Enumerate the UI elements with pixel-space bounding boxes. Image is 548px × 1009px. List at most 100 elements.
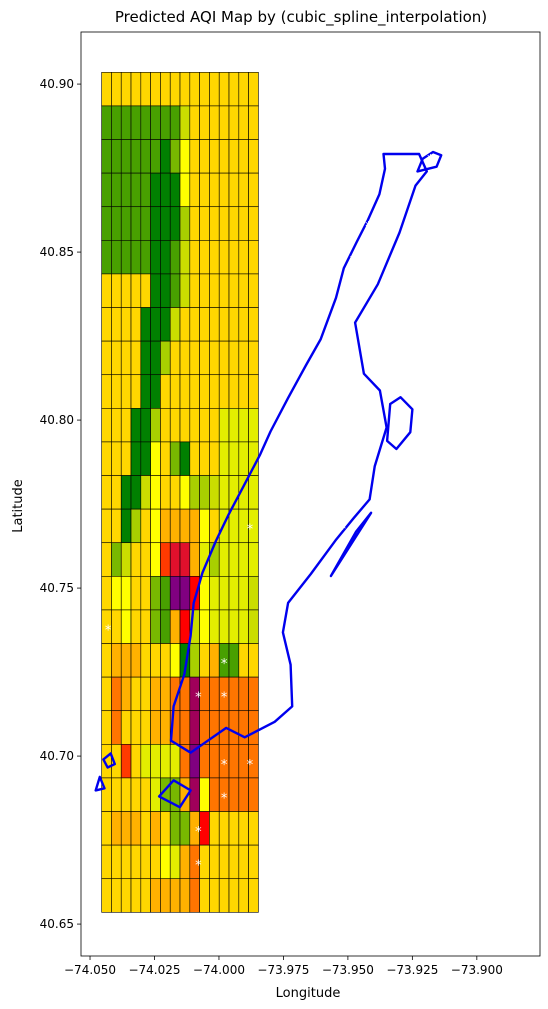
heatmap-cell: [150, 609, 161, 644]
heatmap-cell: [248, 408, 259, 443]
station-marker: *: [247, 523, 254, 538]
heatmap-cell: [130, 643, 142, 678]
heatmap-cell: [248, 374, 259, 409]
heatmap-cell: [199, 72, 210, 107]
station-marker: *: [365, 556, 372, 571]
heatmap-cell: [218, 307, 230, 342]
heatmap-cell: [160, 475, 171, 510]
heatmap-cell: [120, 139, 132, 174]
heatmap-cell: [199, 307, 210, 342]
station-marker: *: [195, 825, 202, 840]
heatmap-cell: [140, 72, 151, 107]
heatmap-cell: [150, 273, 161, 308]
heatmap-cell: [248, 307, 259, 342]
heatmap-cell: [150, 508, 161, 544]
heatmap-cell: [248, 273, 259, 308]
station-marker: *: [105, 623, 112, 638]
heatmap-cell: [101, 542, 112, 577]
heatmap-cell: [169, 139, 181, 174]
heatmap-cell: [209, 139, 220, 174]
station-marker: *: [272, 691, 279, 706]
heatmap-cell: [169, 441, 181, 476]
heatmap-cell: [120, 676, 132, 712]
x-tick-label: −73.925: [386, 963, 438, 977]
x-tick-label: −74.000: [193, 963, 245, 977]
heatmap-cell: [209, 878, 220, 913]
heatmap-cell: [248, 777, 259, 812]
heatmap-cell: [120, 307, 132, 342]
heatmap-cell: [228, 777, 240, 812]
heatmap-cell: [179, 878, 191, 913]
heatmap-cell: [160, 374, 171, 409]
heatmap-cell: [238, 777, 249, 812]
heatmap-cell: [228, 273, 240, 308]
heatmap-cell: [189, 878, 200, 913]
heatmap-cell: [228, 676, 240, 712]
heatmap-cell: [238, 72, 249, 107]
heatmap-cell: [130, 72, 142, 107]
heatmap-cell: [209, 441, 220, 476]
heatmap-cell: [169, 408, 181, 443]
heatmap-cell: [179, 811, 191, 846]
heatmap-cell: [189, 408, 200, 443]
heatmap-cell: [101, 408, 112, 443]
x-tick-label: −74.025: [128, 963, 180, 977]
heatmap-cell: [248, 139, 259, 174]
station-marker: *: [479, 287, 486, 302]
station-marker: *: [350, 691, 357, 706]
heatmap-cell: [111, 72, 122, 107]
heatmap-cell: [169, 508, 181, 544]
heatmap-cell: [130, 475, 142, 510]
y-axis-ticks: 40.65 40.70 40.75 40.80 40.85 40.90: [40, 77, 81, 931]
heatmap-cell: [140, 676, 151, 712]
heatmap-cell: [238, 441, 249, 476]
station-marker: *: [365, 422, 372, 437]
heatmap-cell: [238, 676, 249, 712]
heatmap-cell: [248, 710, 259, 745]
heatmap-cell: [179, 72, 191, 107]
heatmap-cell: [248, 240, 259, 275]
station-marker: *: [365, 321, 372, 336]
heatmap-cell: [111, 273, 122, 308]
heatmap-cell: [189, 710, 200, 745]
heatmap-cell: [209, 240, 220, 275]
heatmap-cell: [238, 643, 249, 678]
heatmap-cell: [111, 240, 122, 275]
heatmap-cell: [160, 172, 171, 208]
station-marker: *: [272, 623, 279, 638]
heatmap-cell: [130, 307, 142, 342]
station-marker: *: [427, 153, 434, 168]
heatmap-cell: [238, 374, 249, 409]
station-marker: *: [272, 657, 279, 672]
plot-frame: [80, 31, 541, 957]
heatmap-cell: [189, 441, 200, 476]
station-marker: *: [272, 791, 279, 806]
heatmap-cell: [150, 240, 161, 275]
heatmap-cell: [130, 408, 142, 443]
heatmap-cell: [120, 777, 132, 812]
heatmap-cell: [120, 811, 132, 846]
station-marker: *: [272, 892, 279, 907]
heatmap-cell: [169, 72, 181, 107]
heatmap-cell: [199, 105, 210, 140]
heatmap-cell: [209, 172, 220, 208]
heatmap-cell: [238, 206, 249, 241]
heatmap-cell: [199, 508, 210, 544]
heatmap-cell: [179, 374, 191, 409]
heatmap-cell: [248, 878, 259, 913]
heatmap-cell: [189, 340, 200, 376]
heatmap-cell: [130, 777, 142, 812]
heatmap-cell: [169, 744, 181, 779]
heatmap-cell: [209, 273, 220, 308]
heatmap-cell: [140, 844, 151, 880]
heatmap-cell: [101, 206, 112, 241]
heatmap-cell: [228, 408, 240, 443]
heatmap-cell: [140, 609, 151, 644]
heatmap-cell: [218, 240, 230, 275]
station-marker: *: [350, 254, 357, 269]
heatmap-cell: [238, 576, 249, 611]
heatmap-cell: [248, 844, 259, 880]
heatmap-cell: [209, 475, 220, 510]
heatmap-cell: [248, 811, 259, 846]
station-marker: *: [427, 287, 434, 302]
